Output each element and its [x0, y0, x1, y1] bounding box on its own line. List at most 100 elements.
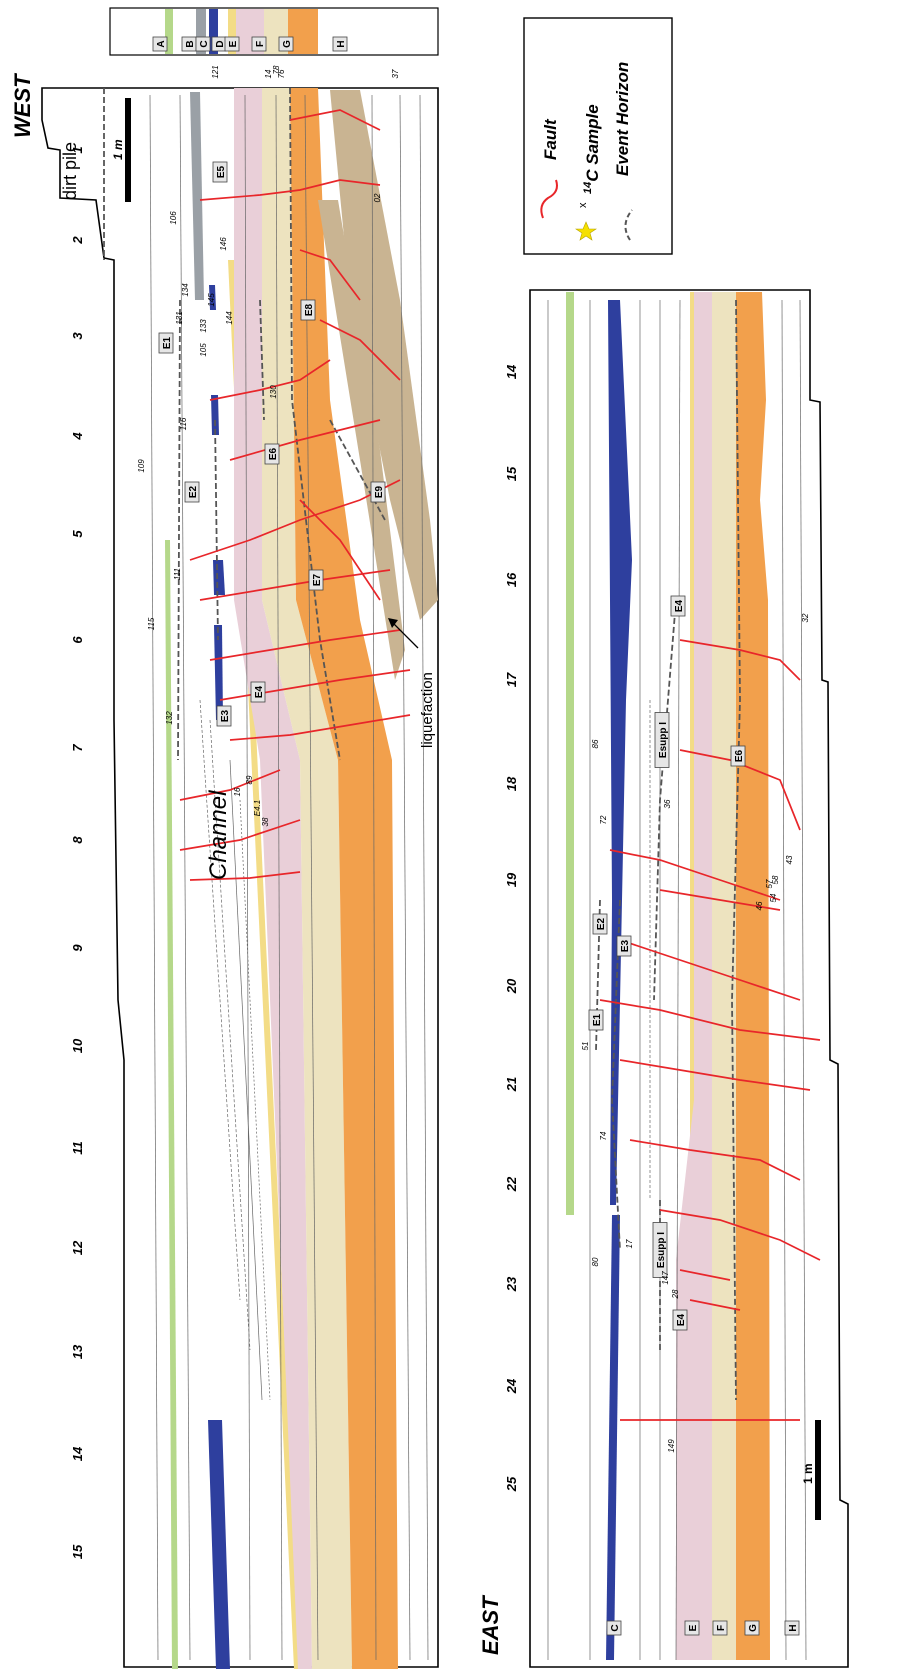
east-sample-14: 147 — [661, 1271, 670, 1285]
legend-event-horizon-label: Event Horizon — [613, 62, 632, 176]
east-unit-label-e: E — [684, 1620, 700, 1636]
west-sample-9: 131 — [175, 311, 184, 324]
unit-key-label-b: B — [181, 36, 197, 52]
west-meter-tick-14: 14 — [70, 1446, 85, 1461]
east-unit-label-c-text: C — [610, 1624, 621, 1631]
legend: Fault x 14C Sample Event Horizon — [523, 17, 673, 255]
event-horizon-icon — [624, 209, 633, 241]
legend-sample-label: 14C Sample — [582, 104, 602, 194]
east-sample-8: 54 — [769, 893, 778, 902]
legend-fault-label: Fault — [541, 118, 560, 160]
west-event-label-e7-box — [308, 569, 324, 591]
east-meter-tick-20: 20 — [504, 978, 519, 994]
east-unit-label-h-text: H — [788, 1624, 799, 1631]
west-event-label-e3-text: E3 — [220, 709, 231, 722]
west-unit-g — [290, 88, 398, 1669]
east-meter-tick-25: 25 — [504, 1476, 519, 1492]
west-meter-tick-1: 1 — [70, 146, 85, 153]
east-sample-15: 28 — [671, 1289, 680, 1299]
east-unit-label-e-text: E — [688, 1624, 699, 1631]
east-event-label-5-box — [616, 935, 632, 957]
west-meter-tick-10: 10 — [70, 1038, 85, 1053]
sample-star-icon — [575, 221, 597, 241]
west-event-label-e8-text: E8 — [304, 303, 315, 316]
west-unit-c-2 — [211, 395, 219, 435]
west-event-label-e1-box — [158, 332, 174, 354]
east-meter-tick-17: 17 — [504, 672, 519, 687]
west-event-label-e3-box — [216, 705, 232, 727]
west-sample-5: 37 — [391, 69, 400, 78]
west-event-label-e6-box — [264, 443, 280, 465]
west-event-label-e4: E4 — [250, 681, 266, 703]
east-event-label-2: E6 — [730, 745, 746, 767]
east-event-label-2-text: E6 — [734, 749, 745, 762]
west-event-label-e4-text: E4 — [254, 685, 265, 698]
channel-label: Channel — [205, 790, 232, 880]
east-panel-text: 14 15 16 17 18 19 20 21 22 23 24 25 E4 E6 Esupp I E2 E3 E… — [504, 364, 810, 1636]
west-sample-3: 78 — [272, 65, 281, 74]
east-unit-label-g-text: G — [748, 1624, 759, 1632]
east-unit-label-c: C — [606, 1620, 622, 1636]
east-event-label-7: Esupp I — [652, 1222, 668, 1278]
east-event-label-3: Esupp I — [654, 712, 670, 768]
east-event-label-8: E4 — [672, 1309, 688, 1331]
east-event-label-7-text: Esupp I — [656, 1232, 667, 1268]
west-event-label-e4-box — [250, 681, 266, 703]
west-strata — [149, 94, 429, 1661]
unit-key-label-d-text: D — [215, 40, 226, 47]
unit-key-label-h-text: H — [336, 40, 347, 47]
fault-line-icon — [540, 179, 558, 219]
west-unit-e — [234, 88, 312, 1669]
east-event-label-1: E4 — [670, 595, 686, 617]
west-unit-c-3 — [213, 560, 225, 595]
east-sample-2: 86 — [591, 739, 600, 748]
west-event-label-e9: E9 — [370, 481, 386, 503]
east-event-label-1-box — [670, 595, 686, 617]
west-sample-8: 146 — [219, 237, 228, 251]
west-sample-19: 115 — [147, 617, 156, 630]
east-sample-16: 149 — [667, 1439, 676, 1453]
east-sample-12: 80 — [591, 1257, 600, 1266]
east-unit-g — [736, 292, 770, 1660]
east-sample-5: 43 — [785, 855, 794, 864]
unit-key-label-e: E — [224, 36, 240, 52]
west-event-label-e7: E7 — [308, 569, 324, 591]
east-sample-4: 36 — [663, 799, 672, 808]
west-event-label-e2-box — [184, 481, 200, 503]
west-event-horizons — [103, 87, 386, 761]
east-meter-tick-22: 22 — [504, 1176, 519, 1192]
west-direction-label: WEST — [10, 73, 35, 138]
east-meter-tick-15: 15 — [504, 466, 519, 481]
east-event-label-7-box — [652, 1222, 668, 1278]
west-sample-23: 38 — [261, 817, 270, 826]
west-panel-text: 123456789101112131415E1E2E3E4E5E6E7E8E91… — [70, 65, 400, 1559]
west-unit-b — [190, 92, 204, 300]
west-sample-18: 111 — [173, 568, 182, 580]
west-sample-12: 145 — [207, 293, 216, 307]
west-event-label-e1: E1 — [158, 332, 174, 354]
unit-key-label-a-box — [152, 36, 168, 52]
legend-sample-marker: x — [577, 202, 589, 208]
west-sample-21: 16 — [233, 787, 242, 796]
east-panel — [529, 289, 849, 1668]
west-panel — [41, 87, 439, 1669]
east-event-label-6-text: E1 — [592, 1013, 603, 1026]
unit-key-label-c-text: C — [199, 40, 210, 47]
west-event-label-e6: E6 — [264, 443, 280, 465]
legend-sample-suffix: C Sample — [583, 104, 602, 181]
liquefaction-label: liquefaction — [419, 672, 436, 748]
east-event-label-4: E2 — [592, 913, 608, 935]
east-event-label-8-text: E4 — [676, 1313, 687, 1326]
east-sample-10: 51 — [581, 1042, 590, 1051]
east-unit-label-h: H — [784, 1620, 800, 1636]
east-unit-label-c-box — [606, 1620, 622, 1636]
west-meter-tick-15: 15 — [70, 1544, 85, 1559]
west-meter-tick-3: 3 — [70, 332, 85, 340]
west-event-label-e6-text: E6 — [268, 447, 279, 460]
west-meter-tick-9: 9 — [70, 944, 85, 952]
west-event-label-e8-box — [300, 299, 316, 321]
west-event-label-e5-box — [212, 161, 228, 183]
west-event-label-e2-text: E2 — [188, 485, 199, 498]
